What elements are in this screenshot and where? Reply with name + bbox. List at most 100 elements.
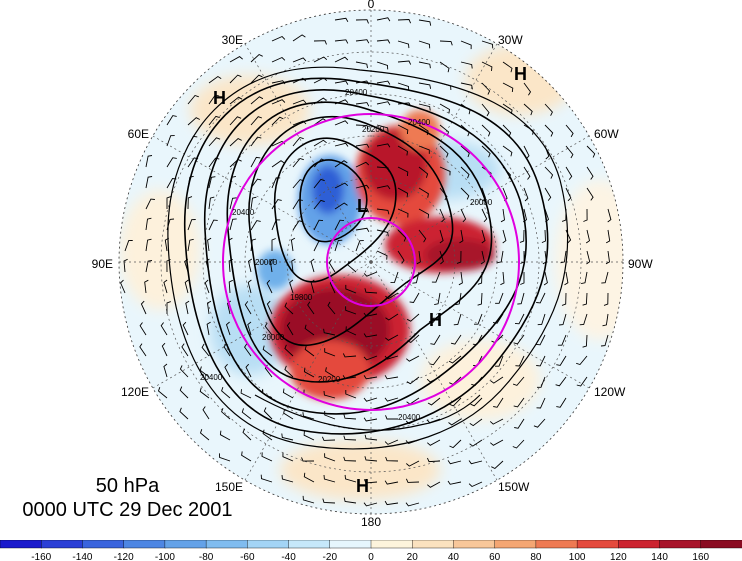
wind-barb [166, 135, 175, 147]
wind-barb [430, 334, 441, 345]
wind-barb [497, 250, 504, 264]
wind-barb [250, 220, 261, 231]
wind-barb [456, 250, 462, 264]
wind-barb [513, 334, 525, 345]
wind-barb [363, 375, 378, 380]
wind-barb [491, 460, 504, 470]
wind-barb [544, 166, 554, 179]
colorbar-swatch [412, 540, 455, 549]
wind-barb [500, 208, 505, 223]
wind-barb [474, 313, 483, 325]
wind-barb [439, 145, 449, 158]
wind-barb [427, 439, 441, 446]
wind-barb [561, 292, 567, 306]
wind-barb [327, 301, 336, 315]
wind-barb [565, 124, 574, 138]
thin-contours [167, 66, 569, 450]
wind-barb [163, 279, 168, 294]
pressure-level-label: 50 hPa [95, 475, 160, 497]
longitude-label: 90E [92, 257, 113, 271]
wind-barb [247, 321, 252, 336]
wind-barb [199, 429, 210, 441]
wind-barb [493, 313, 504, 324]
wind-barb [181, 343, 189, 357]
wind-barb [313, 118, 327, 126]
wind-barb [139, 343, 147, 357]
map-title: 50 hPa 0000 UTC 29 Dec 2001 [0, 474, 255, 522]
wind-barb [560, 250, 567, 264]
wind-barb [376, 143, 391, 148]
colorbar-tick-label: -100 [155, 552, 175, 561]
wind-barb [179, 386, 189, 399]
wind-barb [376, 39, 391, 44]
longitude-label: 30W [498, 33, 523, 47]
wind-barb [418, 187, 429, 198]
wind-barb [201, 343, 210, 357]
wind-barb [581, 271, 588, 285]
wind-barb [602, 313, 609, 327]
wind-barb [565, 166, 573, 180]
wind-barb [523, 82, 532, 96]
wind-barb [460, 145, 470, 158]
wind-barb [364, 456, 378, 462]
wind-barb [489, 418, 504, 425]
colorbar-swatch [164, 540, 207, 549]
wind-barb [187, 94, 199, 105]
wind-barb [313, 219, 324, 231]
wind-barb [468, 481, 483, 488]
wind-barb [600, 334, 609, 347]
wind-barb [266, 279, 273, 294]
wind-barb [397, 19, 412, 24]
wind-barb [439, 208, 445, 223]
colorbar-swatch [370, 540, 413, 549]
wind-barb [260, 474, 273, 483]
wind-barb [269, 258, 274, 273]
wind-barb [247, 258, 253, 273]
longitude-label: 60W [594, 127, 619, 141]
wind-barb [355, 19, 369, 24]
wind-barb [204, 279, 210, 294]
wind-barb [460, 82, 473, 90]
wind-barb [537, 376, 546, 388]
wind-barb [208, 94, 220, 105]
wind-barb [281, 433, 294, 441]
wind-barb [334, 80, 349, 85]
wind-barb [418, 124, 429, 136]
wind-barb [556, 355, 567, 366]
wind-barb [208, 157, 220, 168]
wind-barb [557, 334, 567, 346]
wind-barb [343, 435, 357, 441]
contour-label: 20200 [318, 375, 341, 384]
wind-barb [166, 301, 171, 314]
wind-barb [460, 40, 472, 50]
wind-barb [605, 229, 611, 244]
longitude-label: 120E [121, 385, 149, 399]
contour-label: 20200 [362, 125, 385, 134]
wind-barb [418, 145, 430, 154]
wind-barb [271, 160, 285, 168]
colorbar-swatch [205, 540, 249, 549]
wind-barb [334, 239, 343, 252]
wind-barb [250, 178, 262, 189]
colorbar-swatch [82, 540, 125, 549]
contour-label: 20400 [398, 413, 421, 422]
wind-barb [447, 460, 462, 465]
wind-barb [406, 460, 420, 467]
wind-barb [187, 238, 194, 252]
wind-barb [384, 500, 399, 506]
wind-barb [208, 176, 216, 189]
wind-barb [229, 116, 242, 126]
wind-barb [536, 292, 546, 304]
colorbar-swatch [123, 540, 166, 549]
wind-barb [223, 343, 231, 357]
colorbar-tick-label: -140 [72, 552, 92, 561]
wind-barb [240, 389, 252, 399]
wind-barb [363, 502, 378, 507]
wind-barb [586, 250, 591, 265]
wind-barb [439, 187, 448, 201]
wind-barb [397, 82, 410, 91]
wind-barb [226, 300, 232, 315]
wind-barb [555, 376, 567, 387]
wind-barb [334, 120, 349, 126]
wind-barb [460, 166, 470, 179]
